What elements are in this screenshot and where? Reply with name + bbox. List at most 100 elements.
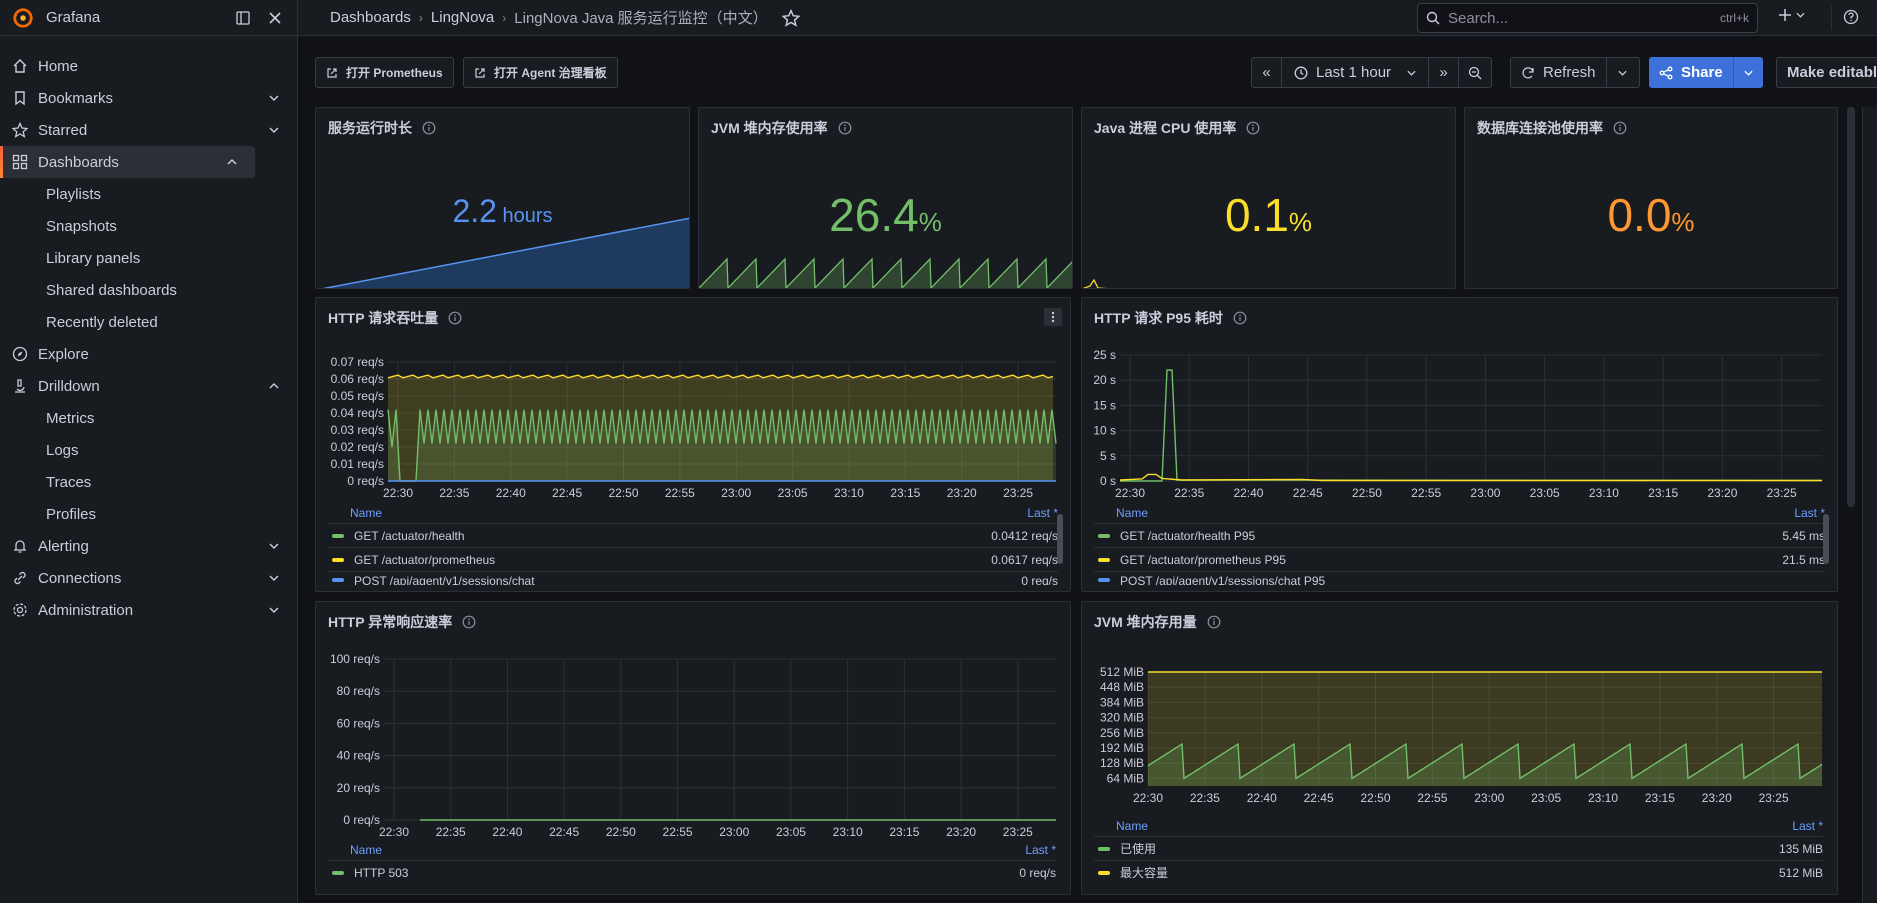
close-icon[interactable]: [265, 8, 285, 28]
search-input[interactable]: Search... ctrl+k: [1417, 3, 1758, 33]
x-tick-label: 23:10: [1588, 791, 1618, 805]
x-tick-label: 22:50: [1360, 791, 1390, 805]
sidebar-item-explore[interactable]: Explore: [0, 338, 297, 370]
info-icon[interactable]: [448, 311, 462, 325]
zoom-out-button[interactable]: [1459, 58, 1491, 87]
sidebar-item-bookmarks[interactable]: Bookmarks: [0, 82, 297, 114]
breadcrumb-root[interactable]: Dashboards: [330, 9, 411, 26]
chevron-down-icon: [1796, 12, 1805, 18]
sidebar-item-shared-dashboards[interactable]: Shared dashboards: [46, 281, 177, 299]
info-icon[interactable]: [838, 121, 852, 135]
y-tick-label: 0.03 req/s: [331, 423, 384, 437]
dock-menu-icon[interactable]: [233, 8, 253, 28]
legend-row[interactable]: 最大容量 512 MiB: [1094, 860, 1823, 884]
refresh-icon: [1522, 66, 1534, 78]
sidebar-item-recently-deleted[interactable]: Recently deleted: [46, 313, 158, 331]
x-tick-label: 23:10: [834, 486, 864, 498]
sidebar-item-drilldown[interactable]: Drilldown: [0, 370, 297, 402]
info-icon[interactable]: [422, 121, 436, 135]
time-back-button[interactable]: «: [1252, 58, 1282, 87]
share-button[interactable]: Share: [1649, 57, 1733, 88]
panel-http-throughput[interactable]: HTTP 请求吞吐量 0 req/s 0.01 req/s 0.02 req/s 0.…: [315, 297, 1071, 592]
legend-name-header[interactable]: Name: [350, 506, 383, 520]
legend-last-header[interactable]: Last *: [1025, 843, 1056, 857]
x-tick-label: 22:45: [552, 486, 582, 498]
open-prometheus-link[interactable]: 打开 Prometheus: [315, 57, 454, 88]
chevron-up-icon[interactable]: [225, 155, 239, 169]
x-tick-label: 22:30: [383, 486, 413, 498]
info-icon[interactable]: [1613, 121, 1627, 135]
sidebar-item-alerting[interactable]: Alerting: [0, 530, 297, 562]
refresh-button[interactable]: Refresh: [1511, 58, 1607, 87]
legend-row[interactable]: GET /actuator/prometheus 0.0617 req/s: [328, 547, 1058, 571]
chevron-down-icon[interactable]: [267, 123, 281, 137]
open-agent-dashboard-link[interactable]: 打开 Agent 治理看板: [463, 57, 618, 88]
chevrons-left-icon: «: [1262, 64, 1271, 81]
legend-row[interactable]: GET /actuator/health P95 5.45 ms: [1094, 523, 1825, 547]
legend-row[interactable]: HTTP 503 0 req/s: [328, 860, 1056, 884]
stat-panel-uptime[interactable]: 服务运行时长 2.2 hours: [315, 107, 690, 289]
stat-panel-db-pool[interactable]: 数据库连接池使用率 0.0%: [1464, 107, 1838, 289]
legend-scrollbar[interactable]: [1823, 514, 1829, 564]
legend-last-header[interactable]: Last *: [1792, 819, 1823, 833]
legend-last-header[interactable]: Last *: [1794, 506, 1825, 520]
sidebar-item-administration[interactable]: Administration: [0, 594, 297, 626]
sidebar-item-logs[interactable]: Logs: [46, 441, 79, 459]
clock-icon: [1294, 66, 1308, 79]
info-icon[interactable]: [1233, 311, 1247, 325]
sidebar-item-playlists[interactable]: Playlists: [46, 185, 102, 203]
sidebar-item-home[interactable]: Home: [0, 50, 297, 82]
legend-row[interactable]: GET /actuator/prometheus P95 21.5 ms: [1094, 547, 1825, 571]
legend-header: Name Last *: [328, 503, 1058, 523]
stat-panel-jvm-heap[interactable]: JVM 堆内存使用率 26.4%: [698, 107, 1073, 289]
help-icon[interactable]: [1843, 9, 1859, 25]
sidebar-item-dashboards[interactable]: Dashboards: [0, 146, 255, 178]
chevron-down-icon[interactable]: [267, 539, 281, 553]
sidebar-item-traces[interactable]: Traces: [46, 473, 92, 491]
series-name: POST /api/agent/v1/sessions/chat P95: [1120, 574, 1326, 585]
chevron-down-icon[interactable]: [267, 571, 281, 585]
chevron-down-icon[interactable]: [267, 603, 281, 617]
refresh-interval-button[interactable]: [1607, 58, 1639, 87]
sidebar-item-metrics[interactable]: Metrics: [46, 409, 95, 427]
legend-scrollbar[interactable]: [1057, 514, 1063, 564]
time-picker-group: « Last 1 hour »: [1251, 57, 1493, 88]
panel-menu-button[interactable]: [1044, 308, 1062, 326]
panel-http-error-rate[interactable]: HTTP 异常响应速率 0 req/s 20 req/s 40 req/s 60 re…: [315, 601, 1071, 895]
star-icon[interactable]: [781, 8, 800, 27]
sidebar-item-starred[interactable]: Starred: [0, 114, 297, 146]
legend-row[interactable]: POST /api/agent/v1/sessions/chat P95: [1094, 571, 1825, 585]
panel-jvm-heap-usage[interactable]: JVM 堆内存用量 64 MiB 128 MiB 192 MiB 256 MiB 320…: [1081, 601, 1838, 895]
legend-last-header[interactable]: Last *: [1027, 506, 1058, 520]
time-forward-button[interactable]: »: [1429, 58, 1460, 87]
new-menu-button[interactable]: [1778, 8, 1805, 22]
share-options-button[interactable]: [1732, 57, 1763, 88]
sidebar-item-profiles[interactable]: Profiles: [46, 505, 97, 523]
series-health-line: [387, 409, 1057, 482]
series-name: GET /actuator/prometheus P95: [1120, 552, 1286, 567]
sidebar-item-snapshots[interactable]: Snapshots: [46, 217, 117, 235]
grafana-logo-icon[interactable]: [12, 7, 34, 29]
legend-row[interactable]: 已使用 135 MiB: [1094, 836, 1823, 860]
legend-name-header[interactable]: Name: [1116, 819, 1149, 833]
panel-title-text: 数据库连接池使用率: [1477, 120, 1603, 136]
legend-row[interactable]: GET /actuator/health 0.0412 req/s: [328, 523, 1058, 547]
x-tick-label: 23:20: [946, 825, 976, 839]
time-range-picker[interactable]: Last 1 hour: [1282, 58, 1430, 87]
make-editable-button[interactable]: Make editable: [1776, 57, 1877, 88]
info-icon[interactable]: [462, 615, 476, 629]
sidebar-item-library-panels[interactable]: Library panels: [46, 249, 141, 267]
legend-name-header[interactable]: Name: [1116, 506, 1149, 520]
legend-row[interactable]: POST /api/agent/v1/sessions/chat 0 req/s: [328, 571, 1058, 585]
info-icon[interactable]: [1246, 121, 1260, 135]
chevron-down-icon[interactable]: [267, 91, 281, 105]
sidebar-item-connections[interactable]: Connections: [0, 562, 297, 594]
info-icon[interactable]: [1207, 615, 1221, 629]
panel-http-p95[interactable]: HTTP 请求 P95 耗时 0 s 5 s 10 s 15 s 20 s 25 s 22:…: [1081, 297, 1838, 592]
page-scrollbar[interactable]: [1847, 107, 1855, 507]
breadcrumb-folder[interactable]: LingNova: [430, 9, 495, 26]
stat-panel-cpu[interactable]: Java 进程 CPU 使用率 0.1%: [1081, 107, 1456, 289]
legend-name-header[interactable]: Name: [350, 843, 383, 857]
chevron-up-icon[interactable]: [267, 379, 281, 393]
sparkline-line: [322, 217, 689, 288]
